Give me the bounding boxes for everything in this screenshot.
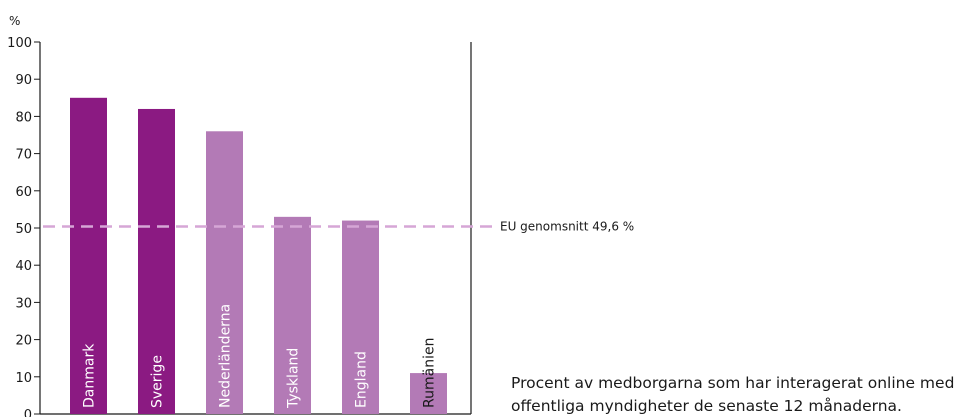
y-tick-label: 20 bbox=[15, 334, 32, 349]
bar-england bbox=[342, 220, 379, 414]
chart-caption: Procent av medborgarna som har interager… bbox=[511, 374, 955, 415]
bar-sverige bbox=[138, 108, 175, 415]
y-tick-label: 90 bbox=[15, 73, 32, 88]
y-tick-label: 80 bbox=[15, 110, 32, 125]
y-tick-label: 40 bbox=[15, 259, 32, 274]
y-tick-label: 100 bbox=[7, 36, 32, 51]
y-tick-label: 0 bbox=[24, 408, 32, 417]
y-tick-label: 60 bbox=[15, 185, 32, 200]
bar-rumänien bbox=[410, 373, 447, 414]
bar-label-sverige: Sverige bbox=[150, 355, 166, 408]
y-tick-label: 70 bbox=[15, 148, 32, 163]
bar-label-nederländerna: Nederländerna bbox=[218, 304, 234, 408]
eu-average-label: EU genomsnitt 49,6 % bbox=[500, 219, 634, 233]
y-tick-label: 50 bbox=[15, 222, 32, 237]
y-axis-unit-label: % bbox=[9, 14, 20, 28]
y-tick-label: 30 bbox=[15, 296, 32, 311]
bar-label-danmark: Danmark bbox=[82, 343, 98, 408]
bar-danmark bbox=[70, 97, 107, 415]
bar-label-rumänien: Rumänien bbox=[422, 338, 438, 408]
bar-label-tyskland: Tyskland bbox=[286, 348, 302, 409]
bars-group: Danmark Sverige Nederländerna Tyskland Engla… bbox=[70, 97, 447, 415]
bar-nederländerna bbox=[206, 131, 243, 414]
bar-tyskland bbox=[274, 216, 311, 414]
bar-label-england: England bbox=[354, 351, 370, 408]
y-axis-ticks: 0 10 20 30 40 50 60 70 80 90 100 bbox=[7, 36, 40, 417]
y-tick-label: 10 bbox=[15, 371, 32, 386]
